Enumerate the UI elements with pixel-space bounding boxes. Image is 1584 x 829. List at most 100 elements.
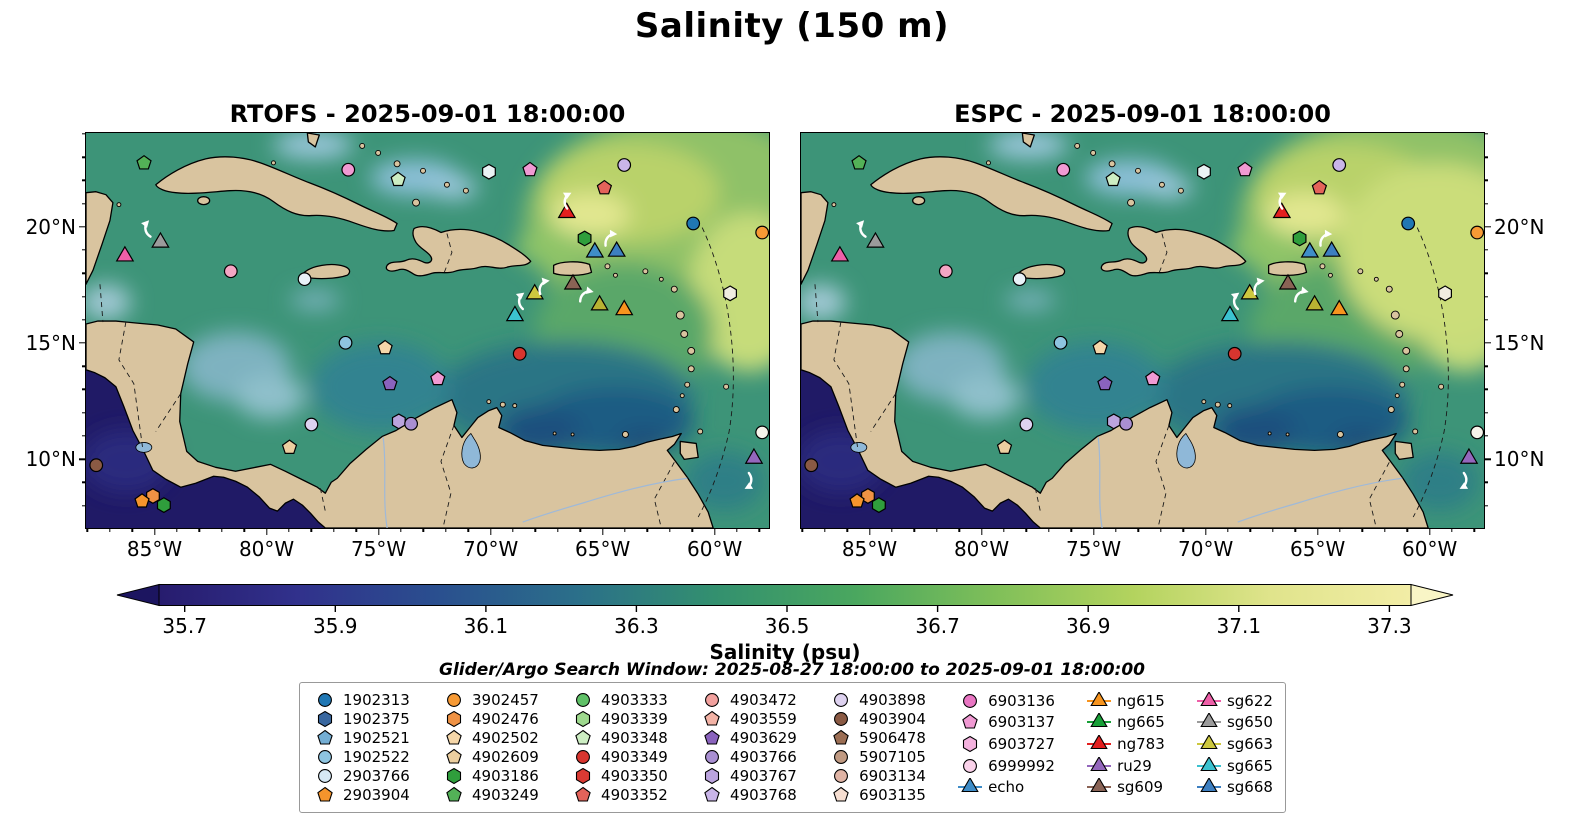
map-marker-triangle (1090, 778, 1108, 793)
x-tick-label: 75°W (1065, 537, 1122, 561)
y-tick (1484, 249, 1488, 251)
x-tick (1070, 528, 1072, 532)
triangle-marker-icon (1087, 691, 1112, 706)
triangle-marker-icon (1087, 778, 1112, 793)
x-tick (243, 528, 245, 532)
legend-label: sg668 (1226, 778, 1273, 797)
float-glider-markers (804, 154, 1484, 514)
white-arrow-icon (562, 192, 572, 210)
map-marker-circle (1012, 272, 1027, 287)
x-tick (713, 528, 716, 535)
legend-label: ng665 (1117, 713, 1165, 732)
colorbar-tick-label: 36.7 (915, 614, 960, 638)
x-tick (1025, 528, 1028, 532)
y-tick (1484, 156, 1488, 158)
legend-label: 1902521 (343, 728, 410, 747)
map-marker-triangle (1090, 713, 1108, 728)
map-marker-triangle (557, 202, 577, 219)
legend-column: 1902313 1902375 1902521 1902522 2903766 29039… (312, 690, 410, 805)
map-marker-triangle (563, 273, 583, 290)
map-marker-pentagon (962, 714, 978, 729)
y-tick (1484, 388, 1488, 391)
legend-item-4903559: 4903559 (699, 709, 797, 728)
map-marker-triangle (1300, 241, 1320, 258)
legend-item-5907105: 5907105 (828, 748, 926, 767)
y-tick-label: 10°N (25, 447, 76, 472)
legend-column: 4903472 4903559 4903629 4903766 4903767 49037… (699, 690, 797, 805)
legend-label: 4903898 (859, 690, 926, 709)
x-tick (891, 528, 893, 532)
x-tick (1361, 528, 1364, 532)
colorbar-over-arrow (1410, 583, 1454, 607)
borders-dashed (814, 227, 1449, 528)
x-tick (153, 528, 156, 535)
colorbar-tick-label: 36.9 (1065, 614, 1111, 638)
x-tick (669, 528, 671, 532)
legend-item-4903904: 4903904 (828, 709, 926, 728)
map-marker-hexagon (704, 768, 720, 785)
hexagon-marker-icon (575, 768, 591, 785)
x-tick (333, 528, 335, 532)
map-marker-circle (705, 750, 720, 765)
legend-label: 1902313 (343, 690, 410, 709)
colorbar-bar (158, 584, 1412, 606)
map-marker-circle (297, 272, 312, 287)
map-marker-circle (447, 692, 461, 707)
legend-item-4903333: 4903333 (570, 690, 668, 709)
y-tick (82, 481, 86, 484)
x-tick (467, 528, 469, 532)
map-marker-hexagon (317, 710, 333, 727)
circle-marker-icon (318, 769, 332, 784)
legend-label: 4902476 (472, 709, 539, 728)
legend-item-1902313: 1902313 (312, 690, 410, 709)
circle-marker-icon (576, 750, 590, 765)
map-marker-circle (1401, 216, 1416, 231)
circle-marker-icon (963, 758, 978, 773)
legend-item-4903768: 4903768 (699, 786, 797, 805)
map-marker-pentagon (390, 171, 406, 187)
landmasses (801, 133, 1429, 528)
pentagon-marker-icon (833, 787, 849, 802)
map-marker-pentagon (704, 710, 720, 726)
x-tick (512, 528, 514, 532)
pentagon-marker-icon (446, 748, 462, 764)
x-tick (1406, 528, 1408, 532)
legend-label: 5906478 (859, 728, 926, 747)
x-tick (801, 528, 804, 532)
y-tick (82, 411, 86, 414)
legend-item-1902521: 1902521 (312, 728, 410, 747)
x-tick-label: 65°W (575, 537, 631, 561)
y-tick (82, 156, 86, 158)
x-tick (400, 528, 402, 532)
legend-item-ng783: ng783 (1086, 733, 1165, 755)
y-tick-label: 10°N (1494, 447, 1545, 472)
white-arrow-icon (1253, 277, 1265, 296)
legend-label: 4903904 (859, 709, 926, 728)
borders-dashed (99, 227, 734, 528)
legend-label: sg622 (1226, 691, 1273, 710)
circle-marker-icon (318, 750, 332, 765)
map-marker-hexagon (575, 768, 591, 785)
x-tick (1003, 528, 1005, 532)
triangle-marker-icon (1196, 778, 1221, 793)
x-tick (557, 528, 559, 532)
map-marker-circle (705, 692, 720, 707)
map-marker-triangle (615, 299, 634, 316)
map-marker-circle (318, 692, 332, 707)
pentagon-marker-icon (317, 787, 333, 802)
map-marker-pentagon (446, 729, 462, 745)
x-tick (1227, 528, 1229, 532)
panel-wrap-espc: ESPC - 2025-09-01 18:00:00 85°W 80°W 75°W 7… (800, 99, 1544, 561)
map-marker-circle (834, 711, 849, 726)
legend-label: 4903350 (601, 767, 668, 786)
legend-item-ng665: ng665 (1086, 712, 1165, 734)
map-marker-triangle (1200, 713, 1218, 728)
legend-item-ru29: ru29 (1086, 755, 1165, 777)
x-tick (1316, 528, 1319, 535)
figure-title: Salinity (150 m) (634, 6, 950, 46)
map-marker-triangle (1322, 240, 1341, 257)
legend-item-4903352: 4903352 (570, 786, 668, 805)
salinity-field (86, 133, 769, 512)
legend-label: 4903472 (730, 690, 797, 709)
x-tick (913, 528, 916, 532)
